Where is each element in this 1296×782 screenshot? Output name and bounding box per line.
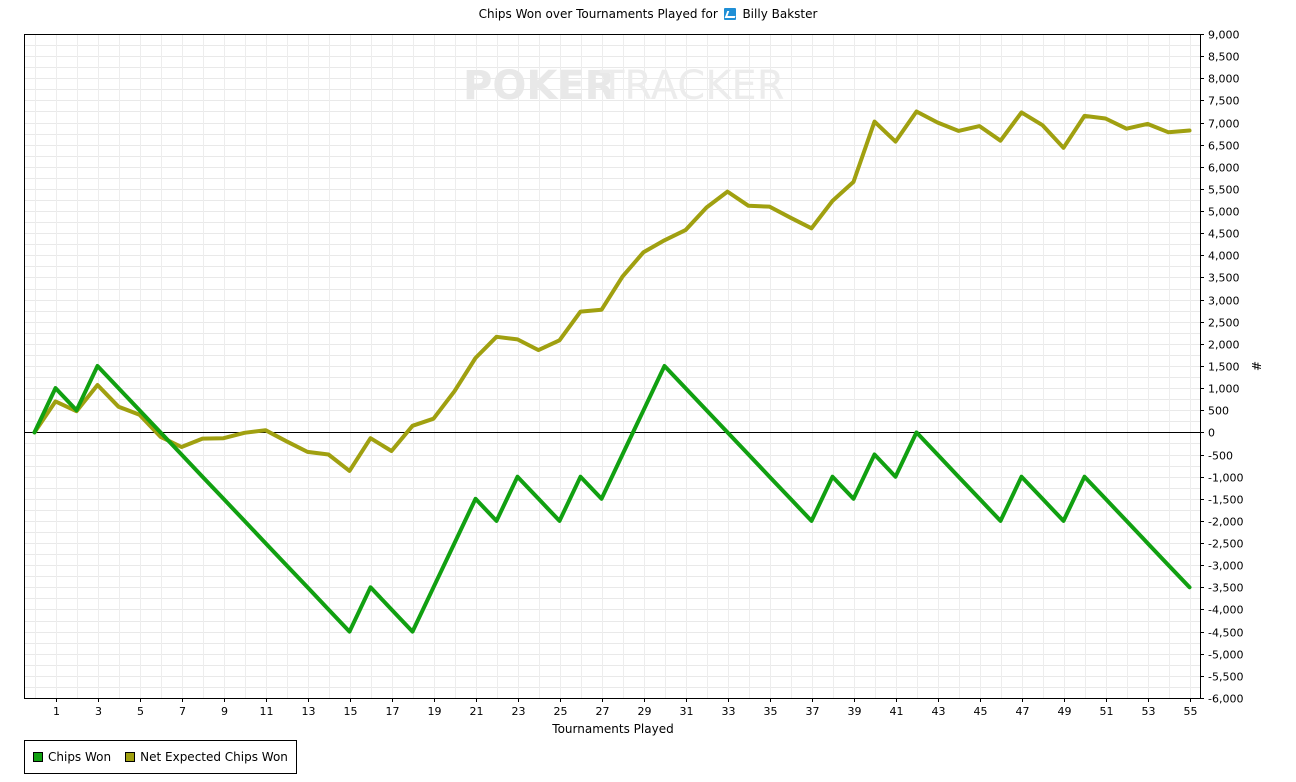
chart-title-prefix: Chips Won over Tournaments Played for bbox=[478, 7, 718, 21]
player-name: Billy Bakster bbox=[742, 7, 818, 21]
y-tick-label: 1,000 bbox=[1208, 383, 1240, 396]
x-tick-label: 3 bbox=[95, 705, 102, 718]
y-tick-label: -3,500 bbox=[1208, 582, 1243, 595]
x-tick-label: 31 bbox=[680, 705, 694, 718]
x-tick-label: 9 bbox=[221, 705, 228, 718]
legend-label-chips-won: Chips Won bbox=[48, 750, 112, 764]
series-lines bbox=[32, 109, 1192, 634]
y-tick-label: 7,000 bbox=[1208, 118, 1240, 131]
x-tick-label: 47 bbox=[1016, 705, 1030, 718]
y-tick-label: -500 bbox=[1208, 450, 1233, 463]
x-tick-label: 43 bbox=[932, 705, 946, 718]
x-tick-label: 53 bbox=[1142, 705, 1156, 718]
watermark-text-tracker: TRACKER bbox=[599, 63, 785, 109]
y-tick-label: -5,500 bbox=[1208, 671, 1243, 684]
x-tick-label: 33 bbox=[722, 705, 736, 718]
y-tick-label: 4,500 bbox=[1208, 228, 1240, 241]
x-tick-label: 49 bbox=[1058, 705, 1072, 718]
x-tick-label: 7 bbox=[179, 705, 186, 718]
legend-item-net-expected: Net Expected Chips Won bbox=[125, 750, 288, 764]
y-tick-label: -2,000 bbox=[1208, 516, 1243, 529]
x-tick-label: 13 bbox=[302, 705, 316, 718]
x-tick-label: 5 bbox=[137, 705, 144, 718]
x-tick-label: 23 bbox=[512, 705, 526, 718]
y-tick-label: 5,000 bbox=[1208, 206, 1240, 219]
y-tick-label: 8,500 bbox=[1208, 51, 1240, 64]
y-tick-label: 500 bbox=[1208, 405, 1229, 418]
x-tick-label: 29 bbox=[638, 705, 652, 718]
x-tick-label: 1 bbox=[53, 705, 60, 718]
watermark-text-poker: POKER bbox=[463, 63, 615, 109]
y-tick-label: -1,000 bbox=[1208, 472, 1243, 485]
x-axis: 1 3 5 7 9 11 13 15 17 19 21 23 25 27 29 31 33 35 37 39 41 43 4… bbox=[53, 698, 1198, 718]
legend: Chips Won Net Expected Chips Won bbox=[24, 740, 297, 774]
y-tick-label: -4,000 bbox=[1208, 604, 1243, 617]
y-tick-label: -3,000 bbox=[1208, 560, 1243, 573]
legend-swatch-net-expected bbox=[125, 752, 136, 762]
x-tick-label: 21 bbox=[470, 705, 484, 718]
y-tick-label: -5,000 bbox=[1208, 649, 1243, 662]
grid bbox=[24, 34, 1200, 699]
x-tick-label: 19 bbox=[428, 705, 442, 718]
chips-won-chart: POKER TRACKER 1 3 5 7 9 11 13 15 17 19 21 23 25 27 29 3… bbox=[24, 29, 1263, 736]
y-tick-label: 8,000 bbox=[1208, 73, 1240, 86]
x-tick-label: 25 bbox=[554, 705, 568, 718]
y-tick-label: 1,500 bbox=[1208, 361, 1240, 374]
y-tick-label: -1,500 bbox=[1208, 494, 1243, 507]
series-line-net-expected-chips-won bbox=[32, 109, 1192, 473]
y-tick-label: 6,000 bbox=[1208, 162, 1240, 175]
legend-item-chips-won: Chips Won bbox=[33, 750, 111, 764]
watermark-logo: POKER TRACKER bbox=[463, 63, 785, 109]
x-tick-label: 15 bbox=[344, 705, 358, 718]
x-tick-label: 39 bbox=[848, 705, 862, 718]
y-tick-label: 9,000 bbox=[1208, 29, 1240, 42]
legend-label-net-expected: Net Expected Chips Won bbox=[140, 750, 288, 764]
y-tick-label: -4,500 bbox=[1208, 627, 1243, 640]
y-tick-label: 0 bbox=[1208, 427, 1215, 440]
y-tick-label: 6,500 bbox=[1208, 140, 1240, 153]
x-tick-label: 55 bbox=[1184, 705, 1198, 718]
x-tick-label: 27 bbox=[596, 705, 610, 718]
x-tick-label: 51 bbox=[1100, 705, 1114, 718]
y-tick-label: -2,500 bbox=[1208, 538, 1243, 551]
x-tick-label: 17 bbox=[386, 705, 400, 718]
y-tick-label: 3,500 bbox=[1208, 272, 1240, 285]
y-tick-label: 3,000 bbox=[1208, 295, 1240, 308]
x-tick-label: 11 bbox=[260, 705, 274, 718]
legend-swatch-chips-won bbox=[33, 752, 43, 762]
y-tick-label: 2,500 bbox=[1208, 317, 1240, 330]
y-tick-label: 5,500 bbox=[1208, 184, 1240, 197]
y-tick-label: 2,000 bbox=[1208, 339, 1240, 352]
y-axis: 9,000 8,500 8,000 7,500 7,000 6,500 6,000 5,500… bbox=[1200, 29, 1243, 706]
series-line-chips-won bbox=[32, 364, 1192, 634]
x-tick-label: 35 bbox=[764, 705, 778, 718]
y-tick-label: 4,000 bbox=[1208, 250, 1240, 263]
chart-title: Chips Won over Tournaments Played for Bi… bbox=[0, 7, 1296, 21]
x-tick-label: 37 bbox=[806, 705, 820, 718]
y-tick-label: 7,500 bbox=[1208, 95, 1240, 108]
player-site-icon bbox=[723, 8, 736, 20]
x-tick-label: 41 bbox=[890, 705, 904, 718]
y-tick-label: -6,000 bbox=[1208, 693, 1243, 706]
x-axis-label: Tournaments Played bbox=[551, 722, 673, 736]
x-tick-label: 45 bbox=[974, 705, 988, 718]
y-axis-label: # bbox=[1249, 361, 1263, 371]
